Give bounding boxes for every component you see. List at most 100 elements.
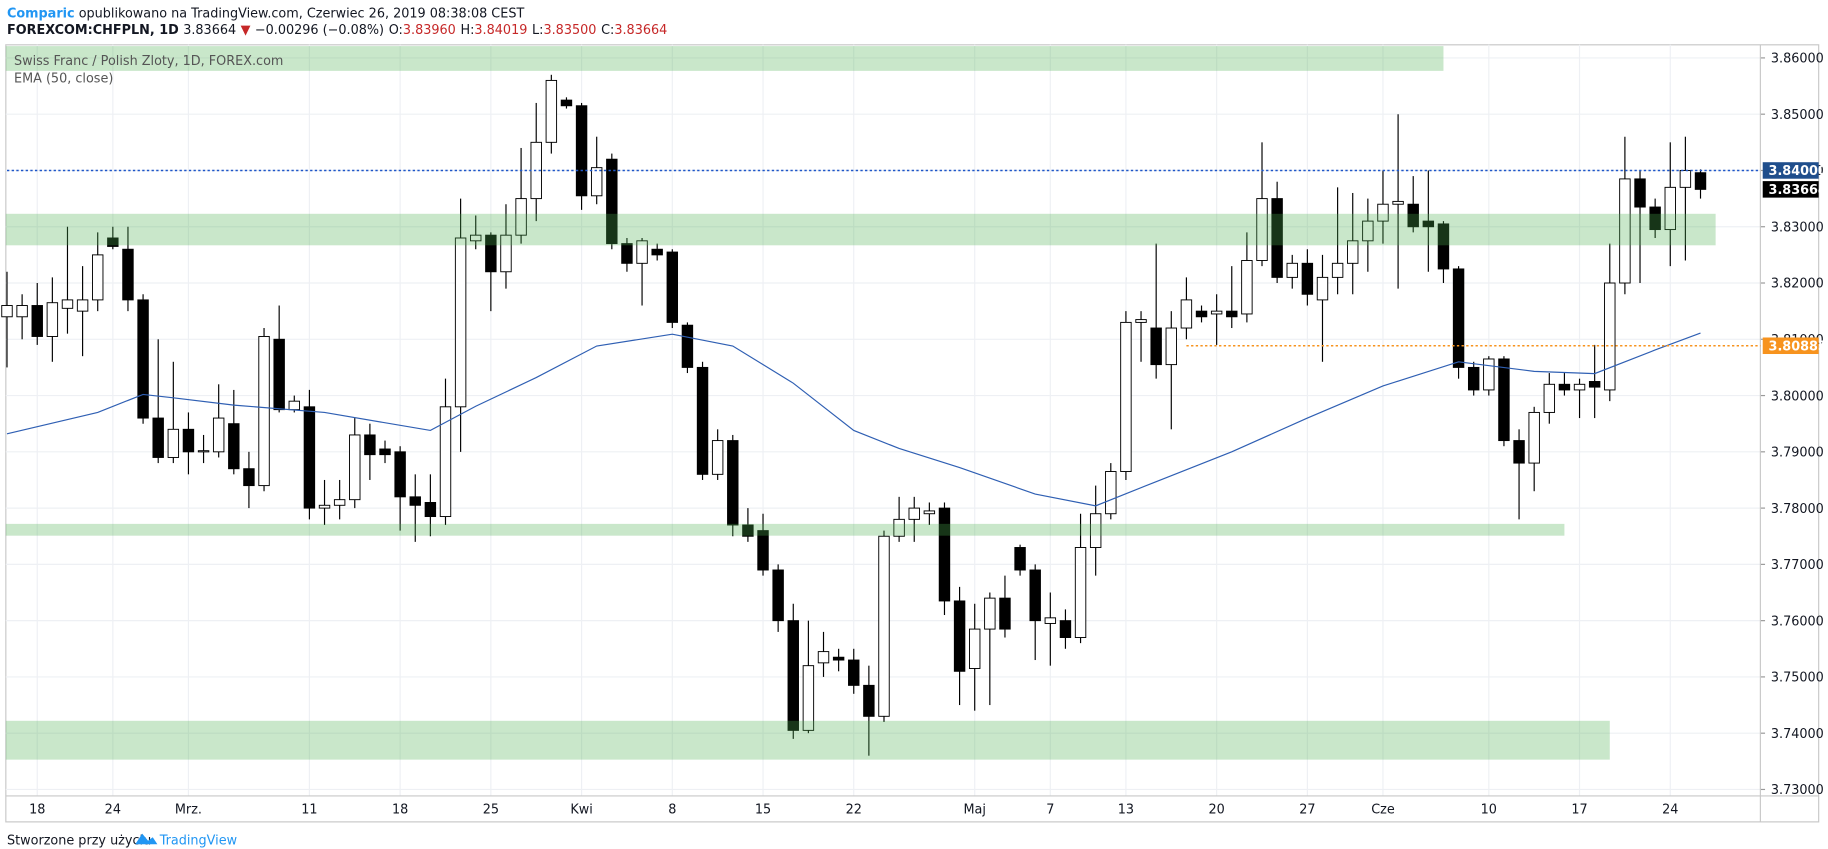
- x-tick-label: 18: [29, 803, 45, 818]
- y-tick-label: 3.75000: [1771, 671, 1824, 686]
- x-tick-label: Maj: [963, 803, 985, 818]
- author: Comparic: [7, 7, 75, 22]
- x-tick-label: 7: [1046, 803, 1054, 818]
- x-tick-label: 17: [1571, 803, 1587, 818]
- candle-body: [832, 656, 845, 661]
- candle-body: [1210, 310, 1223, 315]
- candle-body: [696, 366, 709, 475]
- candle-body: [1467, 366, 1480, 391]
- logo[interactable]: [135, 833, 158, 845]
- ema-line: [6, 332, 1701, 507]
- y-tick-label: 3.73000: [1771, 783, 1824, 798]
- y-tick-label: 3.86000: [1771, 52, 1824, 67]
- candle-body: [999, 597, 1011, 630]
- candle-body: [167, 428, 180, 458]
- y-tick-label: 3.80000: [1771, 389, 1824, 404]
- candle-body: [1347, 240, 1359, 264]
- symbol-line: FOREXCOM:CHFPLN, 1D 3.83664 ▼ −0.00296 (…: [7, 23, 667, 38]
- y-tick-label: 3.83000: [1771, 220, 1824, 235]
- x-tick-label: 20: [1208, 803, 1224, 818]
- x-tick-label: 27: [1299, 803, 1315, 818]
- candle-body: [742, 524, 754, 537]
- ema-legend: EMA (50, close): [14, 71, 113, 86]
- candle-body: [1634, 178, 1646, 208]
- price-label: 3.80885: [1769, 339, 1827, 354]
- x-tick-label: 24: [1662, 803, 1678, 818]
- ohlc-label: O:: [389, 23, 403, 38]
- x-tick-label: 15: [755, 803, 771, 818]
- candle-body: [1195, 310, 1208, 318]
- candle-body: [1150, 327, 1162, 366]
- x-tick-label: Cze: [1371, 803, 1395, 818]
- candle-body: [636, 240, 648, 264]
- candle-body: [711, 440, 724, 475]
- candle-body: [938, 507, 951, 602]
- candle-body: [1558, 383, 1571, 391]
- candle-body: [409, 496, 421, 506]
- candle-body: [1498, 358, 1510, 442]
- ohlc-label: C:: [601, 23, 614, 38]
- price-label-box: [1762, 337, 1819, 355]
- candle-body: [1619, 178, 1631, 284]
- candle-body: [303, 406, 316, 509]
- symbol: FOREXCOM:CHFPLN, 1D: [7, 23, 179, 38]
- candle-body: [1649, 206, 1661, 231]
- y-tick-label: 3.85000: [1771, 108, 1824, 123]
- candle-body: [1180, 299, 1193, 329]
- price-label: 3.84000: [1769, 164, 1827, 179]
- candle-body: [1, 305, 13, 318]
- x-tick-label: 24: [105, 803, 121, 818]
- zone: [5, 46, 1444, 71]
- candle-body: [923, 510, 936, 515]
- candle-body: [1301, 262, 1314, 295]
- candle-body: [1241, 260, 1253, 315]
- price-label-box: [1762, 181, 1819, 198]
- candle-body: [76, 299, 89, 312]
- zone: [5, 523, 1565, 536]
- candle-body: [545, 79, 558, 143]
- candle-body: [379, 448, 391, 456]
- ohlc-label: L:: [532, 23, 543, 38]
- chart-title: Swiss Franc / Polish Zloty, 1D, FOREX.co…: [14, 54, 283, 69]
- footer-brand[interactable]: TradingView: [159, 833, 237, 848]
- candle-body: [1513, 440, 1525, 464]
- y-tick-label: 3.79000: [1771, 445, 1824, 460]
- candle-body: [1135, 319, 1147, 323]
- candle-body: [590, 167, 603, 197]
- x-tick-label: 18: [392, 803, 408, 818]
- candle-body: [288, 400, 300, 411]
- y-tick-label: 3.76000: [1771, 614, 1824, 629]
- x-tick-label: Mrz.: [175, 803, 202, 818]
- candle-body: [485, 234, 497, 273]
- published: opublikowano na TradingView.com, Czerwie…: [79, 7, 525, 22]
- y-tick-label: 3.82000: [1771, 277, 1824, 292]
- candle-body: [439, 406, 452, 518]
- candle-body: [1074, 547, 1087, 639]
- candle-body: [953, 600, 966, 672]
- candle-body: [1604, 282, 1616, 391]
- zone: [5, 720, 1610, 760]
- candle-body: [273, 338, 285, 411]
- candle-body: [1573, 383, 1586, 391]
- candle-body: [228, 423, 240, 470]
- candle-body: [46, 302, 59, 337]
- x-tick-label: 25: [483, 803, 499, 818]
- y-tick-label: 3.77000: [1771, 558, 1824, 573]
- ohlc-value: 3.84019: [474, 23, 527, 38]
- candle-body: [1377, 203, 1389, 222]
- candle-body: [1543, 383, 1556, 413]
- candle-body: [152, 417, 164, 458]
- candle-body: [1422, 220, 1435, 228]
- candle-body: [454, 237, 467, 408]
- candle-body: [817, 651, 830, 664]
- candle-body: [1089, 513, 1102, 548]
- candle-body: [727, 440, 739, 526]
- candle-body: [258, 335, 270, 487]
- candle-body: [1392, 200, 1404, 205]
- candle-body: [1286, 262, 1298, 278]
- candle-body: [1407, 203, 1419, 228]
- zone: [5, 213, 1716, 246]
- candle-body: [606, 158, 618, 245]
- candle-body: [1437, 223, 1450, 270]
